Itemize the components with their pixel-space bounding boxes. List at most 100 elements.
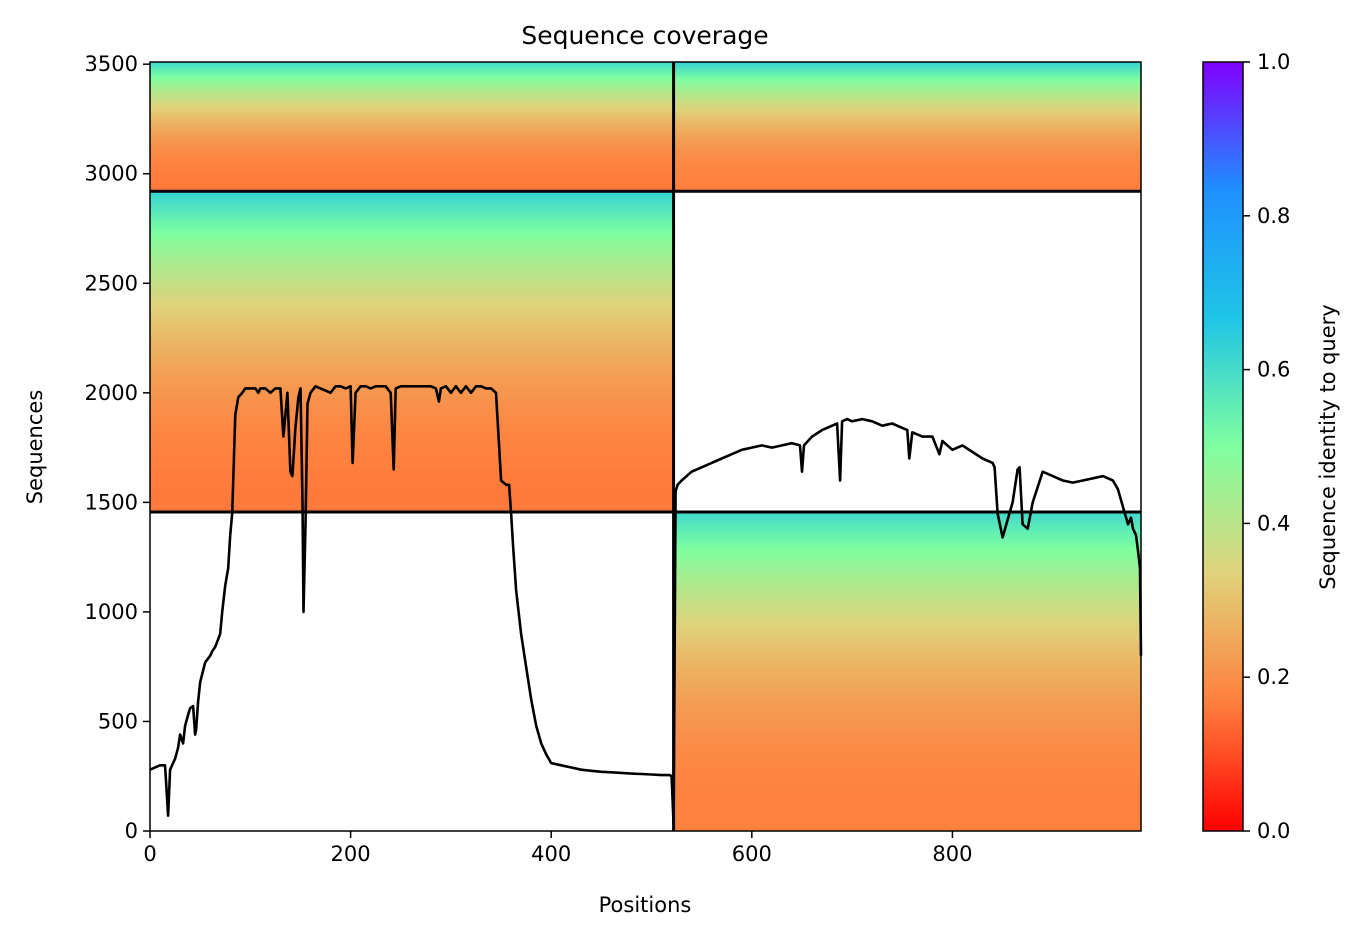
msa-row <box>150 234 674 239</box>
msa-row <box>150 458 674 463</box>
msa-row <box>673 749 1141 754</box>
msa-row <box>150 64 674 67</box>
msa-row <box>673 89 1141 92</box>
msa-row <box>673 650 1141 655</box>
msa-row <box>673 162 1141 165</box>
msa-row <box>673 717 1141 722</box>
msa-row <box>150 476 674 481</box>
msa-row <box>150 337 674 342</box>
msa-row <box>150 166 674 169</box>
msa-row <box>673 174 1141 177</box>
msa-row <box>673 95 1141 98</box>
msa-row <box>150 151 674 154</box>
msa-row <box>150 122 674 125</box>
msa-row <box>150 373 674 378</box>
msa-row <box>150 138 674 141</box>
msa-row <box>150 191 674 196</box>
msa-row <box>673 522 1141 527</box>
msa-row <box>150 62 674 65</box>
msa-row <box>673 179 1141 182</box>
msa-row <box>673 774 1141 779</box>
msa-row <box>673 73 1141 76</box>
msa-row <box>673 568 1141 573</box>
msa-row <box>673 105 1141 108</box>
msa-row <box>673 136 1141 139</box>
msa-row <box>150 198 674 203</box>
msa-row <box>673 593 1141 598</box>
msa-row <box>150 390 674 396</box>
msa-row <box>150 172 674 175</box>
msa-row <box>673 64 1141 67</box>
msa-row <box>150 283 674 289</box>
msa-row <box>150 128 674 131</box>
msa-row <box>673 597 1141 602</box>
msa-row <box>673 69 1141 72</box>
msa-row <box>673 100 1141 103</box>
msa-row <box>673 802 1141 807</box>
msa-row <box>150 276 674 281</box>
msa-row <box>673 816 1141 821</box>
msa-row <box>150 226 674 232</box>
msa-row <box>150 133 674 136</box>
msa-row <box>150 83 674 86</box>
msa-row <box>673 689 1141 694</box>
msa-row <box>150 487 674 492</box>
msa-row <box>150 216 674 221</box>
msa-row <box>150 351 674 356</box>
colorbar-tick-label: 0.2 <box>1257 665 1290 689</box>
colorbar <box>1202 61 1244 832</box>
msa-row <box>673 607 1141 612</box>
msa-row <box>150 430 674 435</box>
msa-row <box>150 447 674 453</box>
msa-row <box>673 667 1141 673</box>
msa-row <box>150 472 674 477</box>
msa-row <box>150 148 674 151</box>
msa-row <box>673 806 1141 811</box>
msa-row <box>673 188 1141 191</box>
msa-row <box>673 823 1141 829</box>
colorbar-tick-label: 0.8 <box>1257 204 1290 228</box>
msa-row <box>673 96 1141 99</box>
msa-row <box>150 490 674 495</box>
msa-row <box>673 182 1141 185</box>
msa-row <box>673 536 1141 541</box>
msa-row <box>150 116 674 119</box>
msa-row <box>673 579 1141 584</box>
msa-row <box>673 529 1141 534</box>
msa-row <box>150 186 674 189</box>
msa-row <box>673 575 1141 580</box>
msa-row <box>150 255 674 260</box>
msa-row <box>673 621 1141 627</box>
msa-row <box>150 113 674 116</box>
msa-block-3 <box>673 512 1141 831</box>
colorbar-tick-label: 0.6 <box>1257 358 1290 382</box>
msa-row <box>150 348 674 353</box>
msa-row <box>150 219 674 224</box>
msa-row <box>150 230 674 235</box>
msa-row <box>150 118 674 121</box>
msa-row <box>150 140 674 144</box>
msa-row <box>673 820 1141 825</box>
msa-row <box>673 113 1141 116</box>
msa-row <box>673 186 1141 189</box>
msa-row <box>150 99 674 102</box>
msa-row <box>673 115 1141 118</box>
y-tick-label: 2000 <box>85 381 138 405</box>
msa-row <box>673 109 1141 112</box>
msa-row <box>150 145 674 148</box>
msa-row <box>673 106 1141 109</box>
msa-row <box>673 728 1141 733</box>
msa-row <box>673 827 1141 831</box>
msa-row <box>673 181 1141 184</box>
msa-row <box>150 483 674 488</box>
msa-row <box>150 95 674 98</box>
msa-row <box>673 143 1141 146</box>
msa-row <box>150 120 674 123</box>
msa-row <box>150 419 674 424</box>
msa-row <box>673 152 1141 155</box>
msa-row <box>673 547 1141 552</box>
msa-row <box>150 312 674 317</box>
msa-row <box>150 387 674 392</box>
msa-row <box>150 405 674 410</box>
